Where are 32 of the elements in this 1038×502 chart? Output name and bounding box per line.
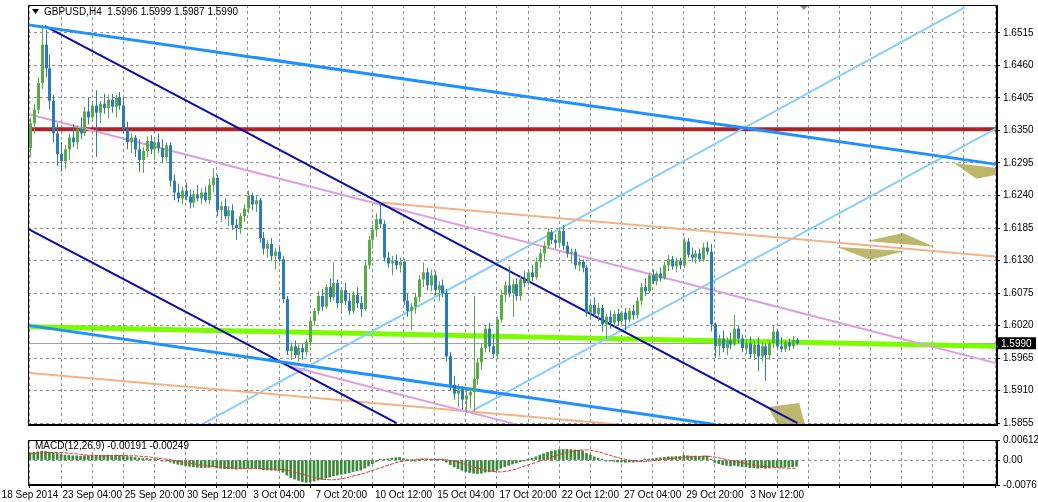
y-tick-label: 1.6075 (1003, 286, 1035, 298)
x-tick-label: 10 Oct 12:00 (374, 488, 433, 500)
y-tick-label: 1.6185 (1003, 221, 1035, 233)
y-tick-label: 1.6240 (1003, 189, 1035, 201)
x-tick-label: 15 Oct 04:00 (437, 488, 495, 500)
ref-line-label: 1.5990 (1001, 337, 1033, 349)
x-tick-label: 22 Oct 12:00 (561, 488, 620, 500)
y-tick-label: 1.6020 (1003, 319, 1035, 331)
x-tick-label: 27 Oct 04:00 (623, 488, 682, 500)
x-tick-label: 3 Nov 12:00 (750, 488, 805, 500)
y-tick-label: 1.6460 (1003, 59, 1035, 71)
y-tick-label: 1.5910 (1003, 384, 1035, 396)
y-tick-label: 1.6515 (1003, 26, 1035, 38)
x-tick-label: 17 Oct 20:00 (499, 488, 558, 500)
y-tick-label: -0.0076 (1003, 478, 1038, 490)
y-tick-label: 0.00612 (1003, 433, 1038, 445)
y-tick-label: 1.6350 (1003, 124, 1035, 136)
chart-title: MACD(12,26,9) -0.00191 -0.00249 (35, 440, 189, 452)
x-tick-label: 18 Sep 2014 (1, 488, 59, 500)
y-tick-label: 1.5855 (1003, 416, 1035, 428)
y-tick-label: 0.00 (1003, 453, 1023, 465)
x-tick-label: 29 Oct 20:00 (686, 488, 744, 500)
y-tick-label: 1.6405 (1003, 91, 1035, 103)
y-tick-label: 1.5965 (1003, 351, 1035, 363)
x-tick-label: 30 Sep 12:00 (186, 488, 247, 500)
x-tick-label: 23 Sep 04:00 (62, 488, 123, 500)
x-tick-label: 3 Oct 04:00 (253, 488, 306, 500)
y-tick-label: 1.6295 (1003, 156, 1035, 168)
y-tick-label: 1.6130 (1003, 254, 1035, 266)
x-tick-label: 7 Oct 20:00 (315, 488, 368, 500)
x-tick-label: 25 Sep 20:00 (124, 488, 185, 500)
chart-title: GBPUSD,H4 1.5996 1.5999 1.5987 1.5990 (44, 6, 239, 18)
